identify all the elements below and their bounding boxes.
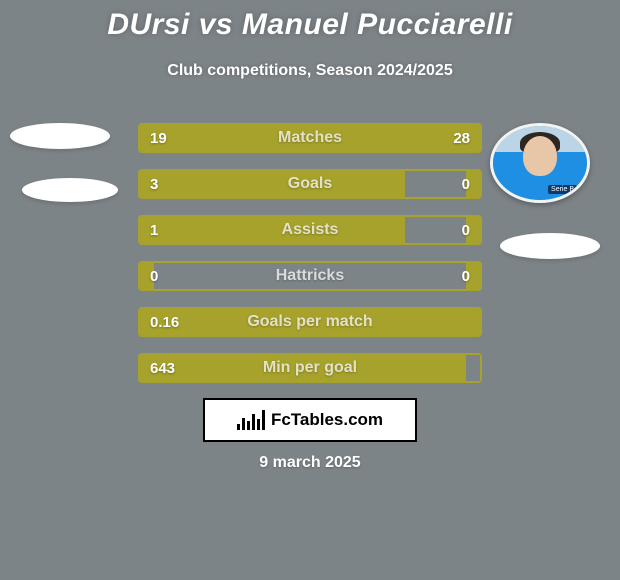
watermark-oval [10, 123, 110, 149]
stat-row: Goals30 [138, 169, 482, 199]
stat-row: Matches1928 [138, 123, 482, 153]
stat-fill-left [140, 355, 466, 381]
stat-value-left: 3 [140, 171, 168, 197]
stat-value-right: 28 [443, 125, 480, 151]
stat-value-left: 643 [140, 355, 185, 381]
comparison-infographic: DUrsi vs Manuel Pucciarelli Club competi… [0, 0, 620, 580]
stat-value-left: 0.16 [140, 309, 189, 335]
logo-bars-icon [237, 410, 265, 430]
watermark-oval [500, 233, 600, 259]
player-right-avatar: Serie B [490, 123, 590, 203]
stat-value-right: 0 [452, 217, 480, 243]
page-subtitle: Club competitions, Season 2024/2025 [0, 62, 620, 80]
watermark-oval [22, 178, 118, 202]
stats-container: Matches1928Goals30Assists10Hattricks00Go… [138, 123, 482, 399]
source-logo: FcTables.com [203, 398, 417, 442]
page-title: DUrsi vs Manuel Pucciarelli [0, 8, 620, 42]
stat-row: Assists10 [138, 215, 482, 245]
logo-text: FcTables.com [271, 410, 383, 430]
stat-value-left: 1 [140, 217, 168, 243]
generation-date: 9 march 2025 [0, 454, 620, 472]
player-right-badge: Serie B [548, 185, 577, 194]
stat-value-left: 0 [140, 263, 168, 289]
stat-fill-left [140, 217, 405, 243]
stat-fill-left [140, 171, 405, 197]
stat-row: Goals per match0.16 [138, 307, 482, 337]
stat-value-left: 19 [140, 125, 177, 151]
stat-value-right: 0 [452, 263, 480, 289]
stat-value-right: 0 [452, 171, 480, 197]
stat-row: Min per goal643 [138, 353, 482, 383]
stat-row: Hattricks00 [138, 261, 482, 291]
stat-fill-right [466, 309, 480, 335]
